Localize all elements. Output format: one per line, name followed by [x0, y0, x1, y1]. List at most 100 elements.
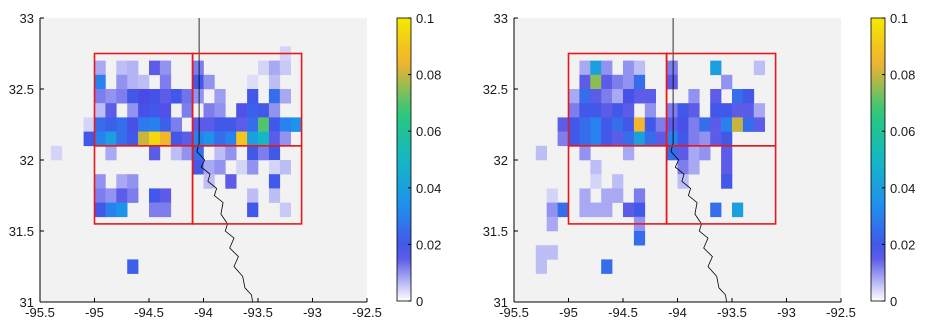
heatmap-cell — [633, 231, 646, 246]
heatmap-cell — [149, 60, 161, 76]
heatmap-cell — [601, 117, 613, 132]
heatmap-cell — [247, 202, 259, 218]
heatmap-cell — [546, 216, 558, 232]
heatmap-cell — [601, 60, 613, 76]
heatmap-cell — [579, 202, 591, 218]
heatmap-cell — [116, 74, 128, 90]
y-tick-label: 32.5 — [9, 82, 34, 97]
heatmap-cell — [116, 60, 128, 76]
heatmap-cell — [225, 117, 237, 132]
region-outline — [665, 145, 777, 225]
heatmap-cell — [127, 74, 139, 90]
heatmap-cell — [127, 89, 139, 104]
x-tick-label: -93 — [303, 305, 322, 320]
heatmap-cell — [753, 60, 765, 76]
heatmap-cell — [268, 74, 281, 90]
heatmap-cell — [535, 245, 547, 260]
colorbar-tick-label: 0.02 — [416, 237, 441, 252]
heatmap-cell — [268, 117, 281, 132]
heatmap-cell — [590, 103, 602, 118]
heatmap-cell — [590, 202, 602, 218]
heatmap-cell — [105, 131, 117, 147]
heatmap-cell — [601, 259, 613, 274]
heatmap-cell — [181, 103, 193, 118]
heatmap-cell — [699, 131, 711, 147]
colorbar-tick-label: 0.04 — [416, 181, 441, 196]
colorbar-tick-label: 0.04 — [890, 181, 915, 196]
heatmap-cell — [203, 74, 215, 90]
heatmap-cell — [247, 74, 259, 90]
heatmap-cell — [192, 60, 204, 76]
heatmap-cell — [258, 145, 270, 161]
heatmap-cell — [105, 117, 117, 132]
heatmap-cell — [710, 103, 722, 118]
y-tick-label: 32 — [20, 153, 34, 168]
heatmap-cell — [159, 89, 172, 104]
heatmap-cell — [590, 131, 602, 147]
heatmap-cell — [268, 103, 281, 118]
heatmap-cell — [268, 188, 281, 203]
heatmap-cell — [214, 117, 226, 132]
heatmap-cell — [279, 202, 291, 218]
heatmap-cell — [149, 188, 161, 203]
heatmap-cell — [94, 89, 106, 104]
heatmap-cell — [268, 89, 281, 104]
heatmap-cell — [710, 131, 722, 147]
heatmap-cell — [688, 131, 700, 147]
heatmap-cell — [127, 60, 139, 76]
heatmap-cell — [149, 131, 161, 147]
heatmap-cell — [579, 89, 591, 104]
heatmap-cell — [666, 117, 678, 132]
heatmap-cell — [225, 174, 237, 189]
heatmap-cell — [612, 174, 624, 189]
heatmap-cell — [94, 60, 106, 76]
heatmap-cell — [666, 60, 678, 76]
heatmap-cell — [203, 103, 215, 118]
heatmap-cell — [753, 117, 765, 132]
heatmap-cell — [279, 160, 291, 175]
heatmap-cell — [546, 202, 558, 218]
colorbar-tick-label: 0.02 — [890, 237, 915, 252]
heatmap-cell — [105, 202, 117, 218]
heatmap-cell — [247, 131, 259, 147]
x-tick-label: -94 — [194, 305, 213, 320]
heatmap-cell — [214, 145, 226, 161]
heatmap-cell — [677, 160, 689, 175]
heatmap-cell — [94, 174, 106, 189]
heatmap-cell — [688, 160, 700, 175]
heatmap-cell — [677, 145, 689, 161]
heatmap-cell — [203, 160, 215, 175]
heatmap-cell — [149, 202, 161, 218]
heatmap-cell — [236, 131, 248, 147]
heatmap-cell — [181, 89, 193, 104]
heatmap-cell — [644, 89, 656, 104]
heatmap-cell — [688, 117, 700, 132]
colorbar-tick-label: 0.1 — [416, 11, 434, 26]
heatmap-cell — [688, 145, 700, 161]
heatmap-cell — [601, 89, 613, 104]
heatmap-cell — [557, 131, 569, 147]
colorbar-tick-label: 0 — [416, 294, 423, 309]
heatmap-cell — [535, 259, 547, 274]
heatmap-cell — [699, 145, 711, 161]
heatmap-cell — [149, 89, 161, 104]
heatmap-cell — [149, 145, 161, 161]
heatmap-cell — [94, 202, 106, 218]
heatmap-cell — [721, 174, 733, 189]
colorbar — [396, 17, 412, 302]
colorbar — [870, 17, 886, 302]
heatmap-cell — [268, 174, 281, 189]
heatmap-cell — [633, 60, 646, 76]
heatmap-cell — [192, 117, 204, 132]
heatmap-cell — [159, 117, 172, 132]
heatmap-cell — [279, 117, 291, 132]
y-tick-label: 33 — [20, 11, 34, 26]
heatmap-cell — [742, 89, 755, 104]
heatmap-cell — [557, 117, 569, 132]
heatmap-cell — [710, 60, 722, 76]
x-tick-label: -93 — [777, 305, 796, 320]
heatmap-cell — [612, 131, 624, 147]
y-tick-label: 31 — [494, 295, 508, 310]
heatmap-cell — [579, 60, 591, 76]
heatmap-cell — [590, 89, 602, 104]
